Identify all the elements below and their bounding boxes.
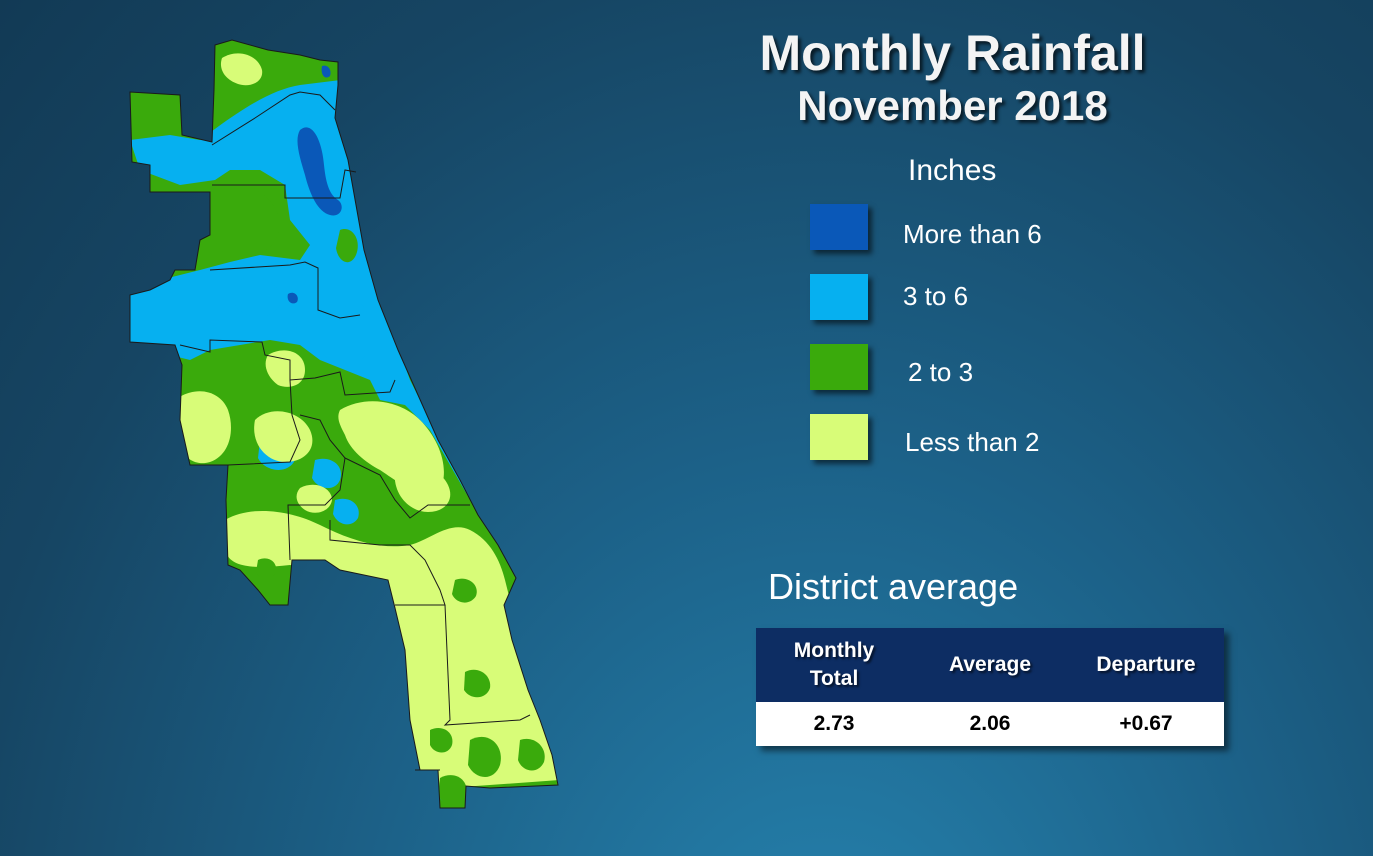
map-subtitle: November 2018: [797, 82, 1108, 129]
legend-label-less-than-2: Less than 2: [905, 427, 1040, 457]
rain-zone-3to6: [130, 80, 470, 500]
rain-zone-less-than-2: [225, 511, 558, 790]
column-header-departure: Departure: [1096, 653, 1196, 676]
district-average-table: Monthly Total Average Departure 2.73 2.0…: [756, 628, 1224, 746]
rain-zone-less-than-2: [175, 391, 231, 464]
rain-zone-less-than-2: [296, 484, 332, 513]
county-boundaries: [179, 91, 531, 771]
rain-zone-more-than-6: [321, 65, 331, 78]
rain-zone-2to3: [211, 183, 280, 258]
legend-label-more-than-6: More than 6: [903, 219, 1042, 249]
rain-zone-2to3: [464, 669, 491, 698]
value-average: 2.06: [969, 712, 1011, 735]
district-outline: [129, 39, 559, 809]
rain-zone-2to3: [430, 727, 453, 753]
legend-swatch-less-than-2: [810, 414, 868, 460]
rain-zone-3to6: [333, 498, 359, 525]
rain-zone-less-than-2: [394, 465, 451, 512]
rain-zone-2to3: [438, 775, 467, 805]
column-header-monthly-total: Monthly Total: [793, 639, 875, 690]
rain-zone-more-than-6: [297, 127, 342, 216]
table-header-row: Monthly Total Average Departure: [756, 628, 1224, 702]
rain-zone-2to3: [468, 736, 501, 778]
table-row: 2.73 2.06 +0.67: [756, 702, 1224, 746]
rain-zone-less-than-2: [254, 411, 313, 462]
rain-zone-2to3: [452, 578, 477, 603]
column-header-average: Average: [948, 653, 1032, 676]
rain-zone-2to3: [336, 229, 358, 263]
rain-zone-2to3: [518, 738, 545, 771]
rain-zone-less-than-2: [220, 53, 263, 86]
legend-label-3-to-6: 3 to 6: [903, 281, 969, 311]
rain-zone-3to6: [314, 296, 373, 365]
rainfall-map: [129, 39, 559, 809]
legend-heading: Inches: [908, 154, 997, 187]
rain-zone-2to3: [256, 558, 277, 579]
legend-label-2-to-3: 2 to 3: [908, 357, 974, 387]
rain-zone-3to6: [235, 276, 281, 318]
rain-zone-3to6: [312, 458, 341, 489]
rain-zone-less-than-2: [265, 350, 305, 387]
legend-swatch-3-to-6: [810, 274, 868, 320]
legend-swatch-more-than-6: [810, 204, 868, 250]
rain-zone-more-than-6: [287, 292, 298, 304]
map-title: Monthly Rainfall: [759, 25, 1146, 81]
district-average-heading: District average: [768, 566, 1019, 607]
value-departure: +0.67: [1119, 712, 1173, 735]
value-monthly-total: 2.73: [813, 712, 855, 735]
legend-swatch-2-to-3: [810, 344, 868, 390]
